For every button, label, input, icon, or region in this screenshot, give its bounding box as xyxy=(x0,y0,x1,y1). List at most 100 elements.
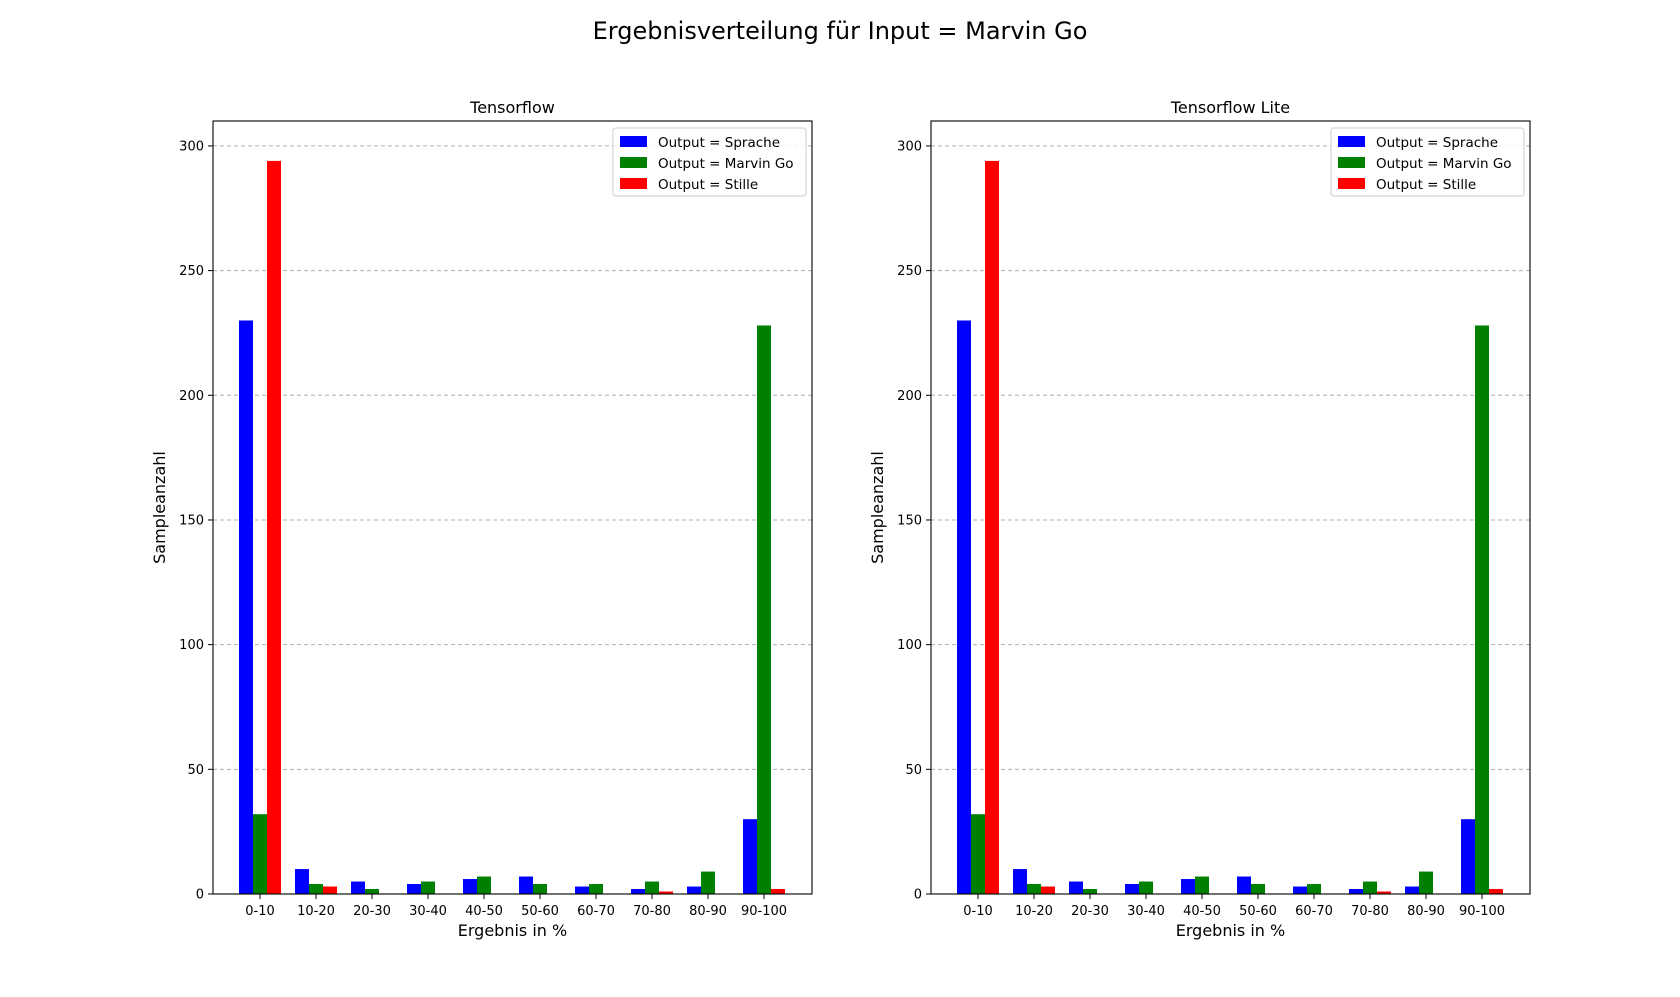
y-tick-label: 0 xyxy=(914,888,922,903)
x-tick-label: 70-80 xyxy=(633,904,671,919)
bar xyxy=(309,884,323,894)
bar xyxy=(1181,879,1195,894)
x-tick-label: 80-90 xyxy=(1407,904,1445,919)
bar xyxy=(365,889,379,894)
bar xyxy=(645,881,659,894)
x-tick-label: 40-50 xyxy=(465,904,503,919)
bar xyxy=(1027,884,1041,894)
legend-swatch xyxy=(1338,136,1365,147)
bar xyxy=(743,819,757,894)
chart-title: Tensorflow Lite xyxy=(1170,98,1290,117)
x-tick-label: 20-30 xyxy=(1071,904,1109,919)
bar xyxy=(757,325,771,895)
bar xyxy=(407,884,421,894)
bar xyxy=(1237,876,1251,894)
x-tick-label: 10-20 xyxy=(297,904,335,919)
bar xyxy=(1195,876,1209,894)
bar xyxy=(351,881,365,894)
y-tick-label: 300 xyxy=(179,139,204,154)
legend-swatch xyxy=(620,178,647,189)
bar xyxy=(1461,819,1475,894)
y-axis-label: Sampleanzahl xyxy=(868,451,887,564)
x-tick-label: 30-40 xyxy=(1127,904,1165,919)
x-tick-label: 60-70 xyxy=(1295,904,1333,919)
bar xyxy=(253,814,267,894)
bar xyxy=(1083,889,1097,894)
bar xyxy=(477,876,491,894)
legend-box xyxy=(612,127,807,197)
bar xyxy=(1475,325,1489,895)
y-tick-label: 50 xyxy=(905,763,922,778)
x-tick-label: 0-10 xyxy=(245,904,275,919)
legend-swatch xyxy=(1338,157,1365,168)
x-tick-label: 50-60 xyxy=(1239,904,1277,919)
y-tick-label: 0 xyxy=(196,888,204,903)
legend-label: Output = Sprache xyxy=(1376,135,1498,151)
chart-title: Tensorflow xyxy=(469,98,555,117)
chart-panel-0: 0-10 10-20 20-30 30-40 40-50 50-60 60-70 70-80 8… xyxy=(150,98,813,940)
x-tick-label: 20-30 xyxy=(353,904,391,919)
bar xyxy=(957,320,971,894)
legend: Output = Sprache Output = Marvin Go Output… xyxy=(612,127,807,197)
x-tick-label: 50-60 xyxy=(521,904,559,919)
legend-label: Output = Stille xyxy=(658,177,758,193)
bar xyxy=(1349,889,1363,894)
bar xyxy=(519,876,533,894)
bar xyxy=(985,160,999,894)
legend-label: Output = Marvin Go xyxy=(1376,156,1512,172)
legend-box xyxy=(1330,127,1525,197)
bar xyxy=(1293,886,1307,894)
y-axis-label: Sampleanzahl xyxy=(150,451,169,564)
bar xyxy=(1363,881,1377,894)
bar xyxy=(1377,891,1391,894)
bar xyxy=(771,889,785,894)
y-tick-label: 100 xyxy=(897,638,922,653)
x-tick-label: 60-70 xyxy=(577,904,615,919)
chart-panel-1: 0-10 10-20 20-30 30-40 40-50 50-60 60-70 70-80 8… xyxy=(868,98,1531,940)
bar xyxy=(323,886,337,894)
bar xyxy=(1251,884,1265,894)
bar xyxy=(589,884,603,894)
legend-label: Output = Marvin Go xyxy=(658,156,794,172)
x-tick-label: 70-80 xyxy=(1351,904,1389,919)
x-tick-label: 80-90 xyxy=(689,904,727,919)
bar xyxy=(267,160,281,894)
bar xyxy=(659,891,673,894)
x-axis-label: Ergebnis in % xyxy=(458,921,567,940)
y-tick-label: 200 xyxy=(179,389,204,404)
y-tick-label: 50 xyxy=(187,763,204,778)
bar xyxy=(1013,869,1027,894)
x-tick-label: 90-100 xyxy=(1459,904,1505,919)
x-tick-label: 30-40 xyxy=(409,904,447,919)
y-tick-label: 100 xyxy=(179,638,204,653)
y-tick-label: 150 xyxy=(897,513,922,528)
legend-label: Output = Sprache xyxy=(658,135,780,151)
x-axis-label: Ergebnis in % xyxy=(1176,921,1285,940)
plot-frame xyxy=(212,120,813,895)
legend-swatch xyxy=(620,157,647,168)
bar xyxy=(575,886,589,894)
x-tick-label: 0-10 xyxy=(963,904,993,919)
bar xyxy=(295,869,309,894)
y-tick-label: 150 xyxy=(179,513,204,528)
plot-frame xyxy=(930,120,1531,895)
bar xyxy=(687,886,701,894)
bar xyxy=(1405,886,1419,894)
bar xyxy=(701,871,715,894)
y-tick-label: 250 xyxy=(179,264,204,279)
legend-label: Output = Stille xyxy=(1376,177,1476,193)
bar xyxy=(1125,884,1139,894)
bar xyxy=(1069,881,1083,894)
bar xyxy=(533,884,547,894)
y-tick-label: 250 xyxy=(897,264,922,279)
x-tick-label: 40-50 xyxy=(1183,904,1221,919)
legend-swatch xyxy=(620,136,647,147)
bar xyxy=(1489,889,1503,894)
x-tick-label: 10-20 xyxy=(1015,904,1053,919)
bar xyxy=(421,881,435,894)
bar xyxy=(1041,886,1055,894)
y-tick-label: 300 xyxy=(897,139,922,154)
bar xyxy=(1139,881,1153,894)
